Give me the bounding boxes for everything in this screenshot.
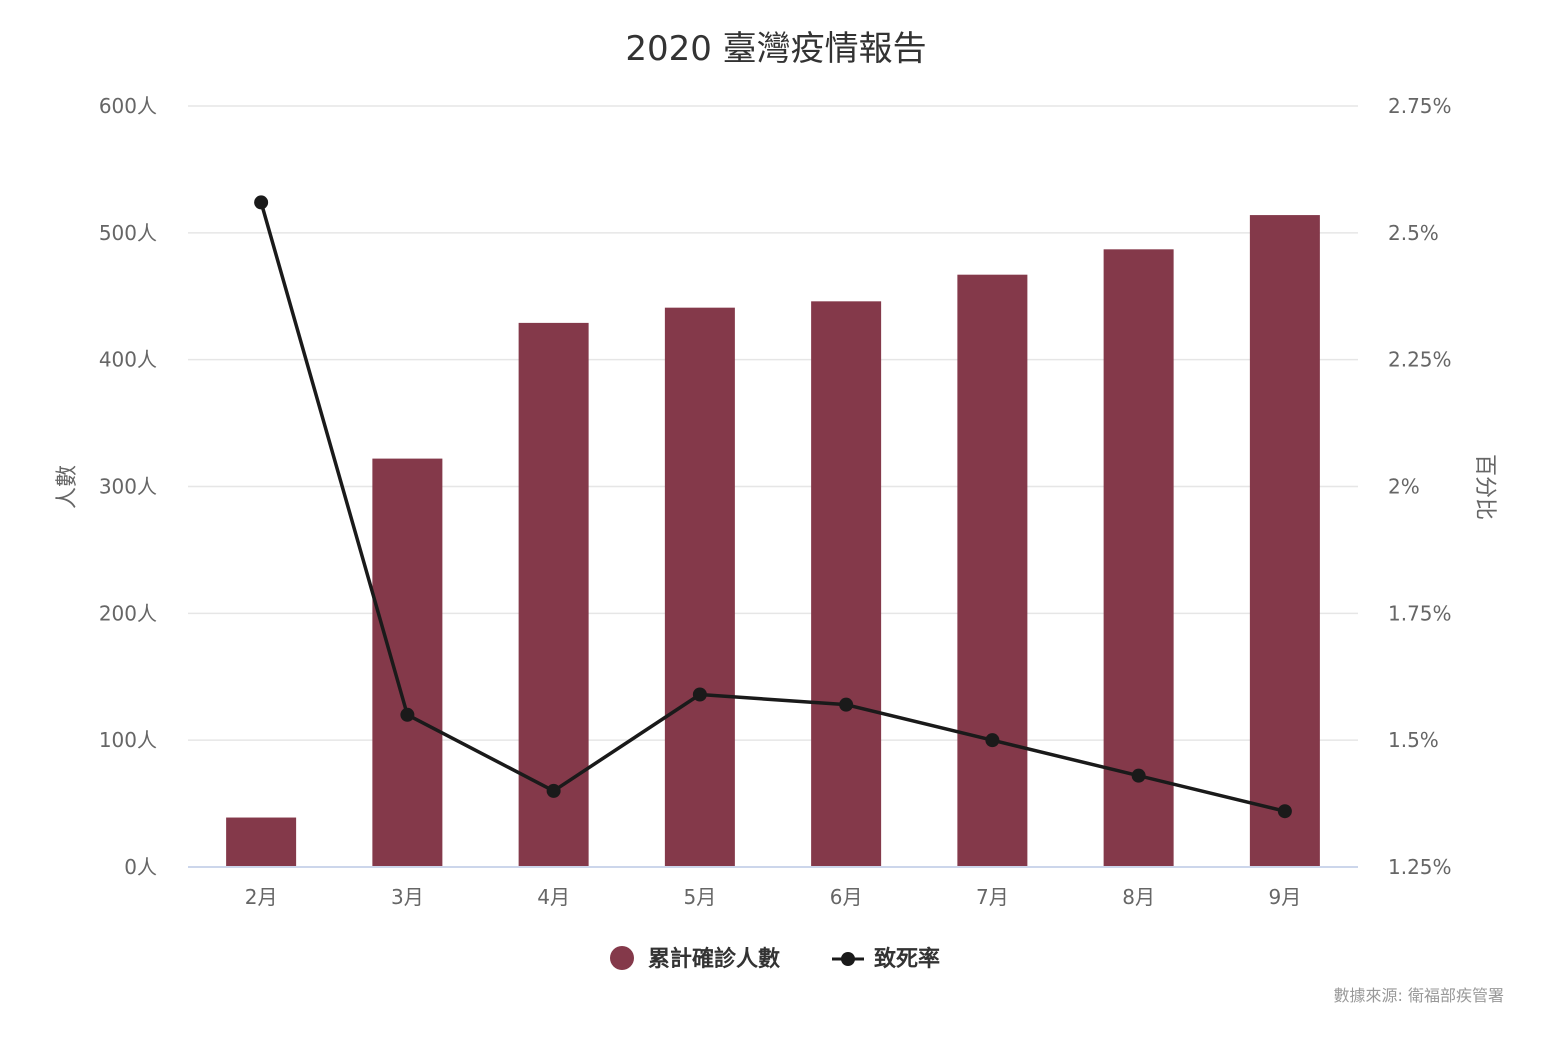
left-tick-label: 0人 — [124, 855, 157, 879]
line-point — [1277, 804, 1292, 819]
x-tick-label: 8月 — [1122, 885, 1155, 909]
bar — [664, 307, 735, 867]
right-tick-label: 1.75% — [1388, 601, 1452, 625]
x-tick-label: 6月 — [830, 885, 863, 909]
x-tick-label: 5月 — [684, 885, 717, 909]
legend-bar-label: 累計確診人數 — [648, 946, 780, 972]
right-axis-title: 百分比 — [1472, 454, 1497, 520]
left-tick-label: 600人 — [99, 94, 157, 118]
x-tick-label: 4月 — [537, 885, 570, 909]
line-path — [259, 201, 1286, 813]
left-tick-label: 400人 — [99, 348, 157, 372]
right-tick-label: 1.5% — [1388, 728, 1439, 752]
right-tick-label: 1.25% — [1388, 855, 1452, 879]
line-point — [985, 733, 1000, 748]
left-axis-title: 人數 — [55, 465, 80, 509]
x-tick-label: 2月 — [245, 885, 278, 909]
left-tick-label: 500人 — [99, 221, 157, 245]
gridlines — [188, 105, 1358, 741]
x-axis-ticks: 2月 3月 4月 5月 6月 7月 8月 9月 — [245, 885, 1301, 909]
chart-credit[interactable]: 數據來源: 衛福部疾管署 — [1334, 986, 1504, 1005]
bar — [1249, 215, 1320, 867]
bar — [226, 817, 297, 867]
left-tick-label: 300人 — [99, 475, 157, 499]
line-point — [839, 697, 854, 712]
legend-item-bar[interactable]: 累計確診人數 — [610, 946, 780, 972]
x-tick-label: 9月 — [1269, 885, 1302, 909]
legend: 累計確診人數 致死率 — [610, 946, 940, 972]
right-tick-label: 2% — [1388, 475, 1420, 499]
right-tick-label: 2.5% — [1388, 221, 1439, 245]
chart-title: 2020 臺灣疫情報告 — [625, 29, 926, 69]
x-tick-label: 3月 — [391, 885, 424, 909]
line-point — [400, 707, 415, 722]
line-point — [1131, 768, 1146, 783]
legend-item-line[interactable]: 致死率 — [832, 946, 940, 972]
left-axis-ticks: 0人 100人 200人 300人 400人 500人 600人 — [99, 94, 157, 879]
line-series — [254, 195, 1292, 819]
right-tick-label: 2.25% — [1388, 348, 1452, 372]
bar — [811, 301, 882, 867]
legend-line-label: 致死率 — [874, 946, 940, 972]
bar — [957, 274, 1028, 867]
right-tick-label: 2.75% — [1388, 94, 1452, 118]
bar — [372, 458, 443, 867]
line-point — [254, 195, 269, 210]
legend-line-marker-dot — [841, 952, 855, 966]
right-axis-ticks: 1.25% 1.5% 1.75% 2% 2.25% 2.5% 2.75% — [1388, 94, 1452, 879]
left-tick-label: 200人 — [99, 601, 157, 625]
line-point — [546, 783, 561, 798]
bar-series — [226, 215, 1320, 868]
legend-bar-marker — [610, 946, 634, 970]
bar — [1103, 249, 1174, 868]
line-point — [692, 687, 707, 702]
x-tick-label: 7月 — [976, 885, 1009, 909]
left-tick-label: 100人 — [99, 728, 157, 752]
